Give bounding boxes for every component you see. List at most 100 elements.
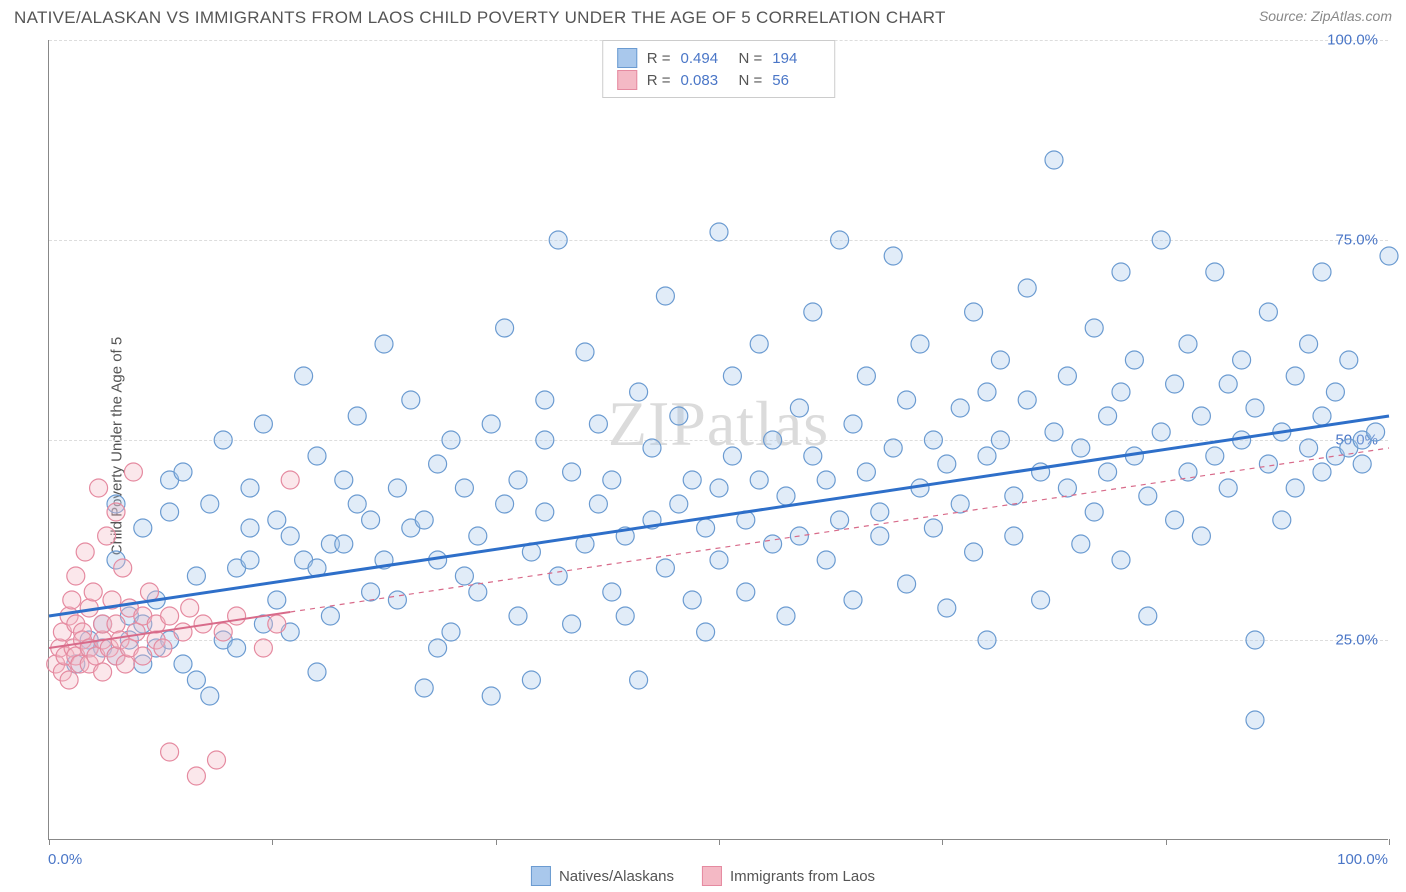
data-point: [1058, 479, 1076, 497]
data-point: [1246, 399, 1264, 417]
data-point: [1340, 351, 1358, 369]
data-point: [576, 343, 594, 361]
data-point: [656, 287, 674, 305]
data-point: [991, 351, 1009, 369]
data-point: [536, 391, 554, 409]
data-point: [1018, 391, 1036, 409]
data-point: [777, 487, 795, 505]
data-point: [482, 687, 500, 705]
data-point: [1112, 383, 1130, 401]
data-point: [750, 471, 768, 489]
data-point: [1099, 407, 1117, 425]
data-point: [127, 623, 145, 641]
data-point: [697, 623, 715, 641]
data-point: [107, 503, 125, 521]
data-point: [871, 503, 889, 521]
data-point: [1005, 527, 1023, 545]
data-point: [563, 463, 581, 481]
data-point: [1313, 263, 1331, 281]
data-point: [348, 407, 366, 425]
data-point: [1139, 487, 1157, 505]
data-point: [965, 303, 983, 321]
data-point: [1273, 511, 1291, 529]
data-point: [295, 367, 313, 385]
legend-row-1: R =0.494 N =194: [617, 47, 821, 69]
data-point: [1179, 463, 1197, 481]
data-point: [1380, 247, 1398, 265]
data-point: [429, 455, 447, 473]
data-point: [710, 223, 728, 241]
data-point: [1032, 591, 1050, 609]
data-point: [98, 527, 116, 545]
data-point: [764, 431, 782, 449]
legend-row-2: R =0.083 N =56: [617, 69, 821, 91]
data-point: [589, 495, 607, 513]
data-point: [1326, 383, 1344, 401]
data-point: [388, 591, 406, 609]
data-point: [857, 463, 875, 481]
x-tick: [1389, 839, 1390, 845]
scatter-svg: [49, 40, 1388, 839]
data-point: [76, 543, 94, 561]
data-point: [603, 471, 621, 489]
data-point: [362, 583, 380, 601]
correlation-legend: R =0.494 N =194 R =0.083 N =56: [602, 40, 836, 98]
data-point: [321, 607, 339, 625]
data-point: [496, 495, 514, 513]
data-point: [1206, 263, 1224, 281]
data-point: [1233, 351, 1251, 369]
data-point: [924, 431, 942, 449]
data-point: [683, 471, 701, 489]
data-point: [1300, 439, 1318, 457]
data-point: [509, 471, 527, 489]
data-point: [1166, 375, 1184, 393]
data-point: [1112, 551, 1130, 569]
data-point: [415, 679, 433, 697]
data-point: [308, 663, 326, 681]
data-point: [643, 439, 661, 457]
data-point: [1192, 527, 1210, 545]
data-point: [563, 615, 581, 633]
data-point: [1259, 455, 1277, 473]
data-point: [455, 567, 473, 585]
data-point: [831, 231, 849, 249]
data-point: [898, 575, 916, 593]
data-point: [1125, 351, 1143, 369]
data-point: [60, 671, 78, 689]
data-point: [161, 743, 179, 761]
data-point: [589, 415, 607, 433]
data-point: [201, 687, 219, 705]
data-point: [308, 447, 326, 465]
data-point: [375, 335, 393, 353]
data-point: [201, 495, 219, 513]
data-point: [161, 503, 179, 521]
data-point: [1152, 231, 1170, 249]
data-point: [764, 535, 782, 553]
data-point: [723, 367, 741, 385]
chart-title: NATIVE/ALASKAN VS IMMIGRANTS FROM LAOS C…: [14, 8, 946, 28]
data-point: [107, 615, 125, 633]
data-point: [951, 399, 969, 417]
data-point: [536, 503, 554, 521]
data-point: [978, 383, 996, 401]
data-point: [241, 551, 259, 569]
data-point: [924, 519, 942, 537]
data-point: [844, 591, 862, 609]
data-point: [817, 551, 835, 569]
data-point: [241, 519, 259, 537]
x-axis-min-label: 0.0%: [48, 851, 82, 868]
legend-item-1: Natives/Alaskans: [531, 866, 674, 886]
data-point: [469, 527, 487, 545]
data-point: [1246, 631, 1264, 649]
data-point: [1353, 455, 1371, 473]
data-point: [254, 415, 272, 433]
data-point: [710, 479, 728, 497]
data-point: [1166, 511, 1184, 529]
data-point: [884, 439, 902, 457]
data-point: [898, 391, 916, 409]
x-axis-max-label: 100.0%: [1337, 851, 1388, 868]
data-point: [1219, 479, 1237, 497]
data-point: [214, 623, 232, 641]
legend-item-2: Immigrants from Laos: [702, 866, 875, 886]
data-point: [1286, 479, 1304, 497]
